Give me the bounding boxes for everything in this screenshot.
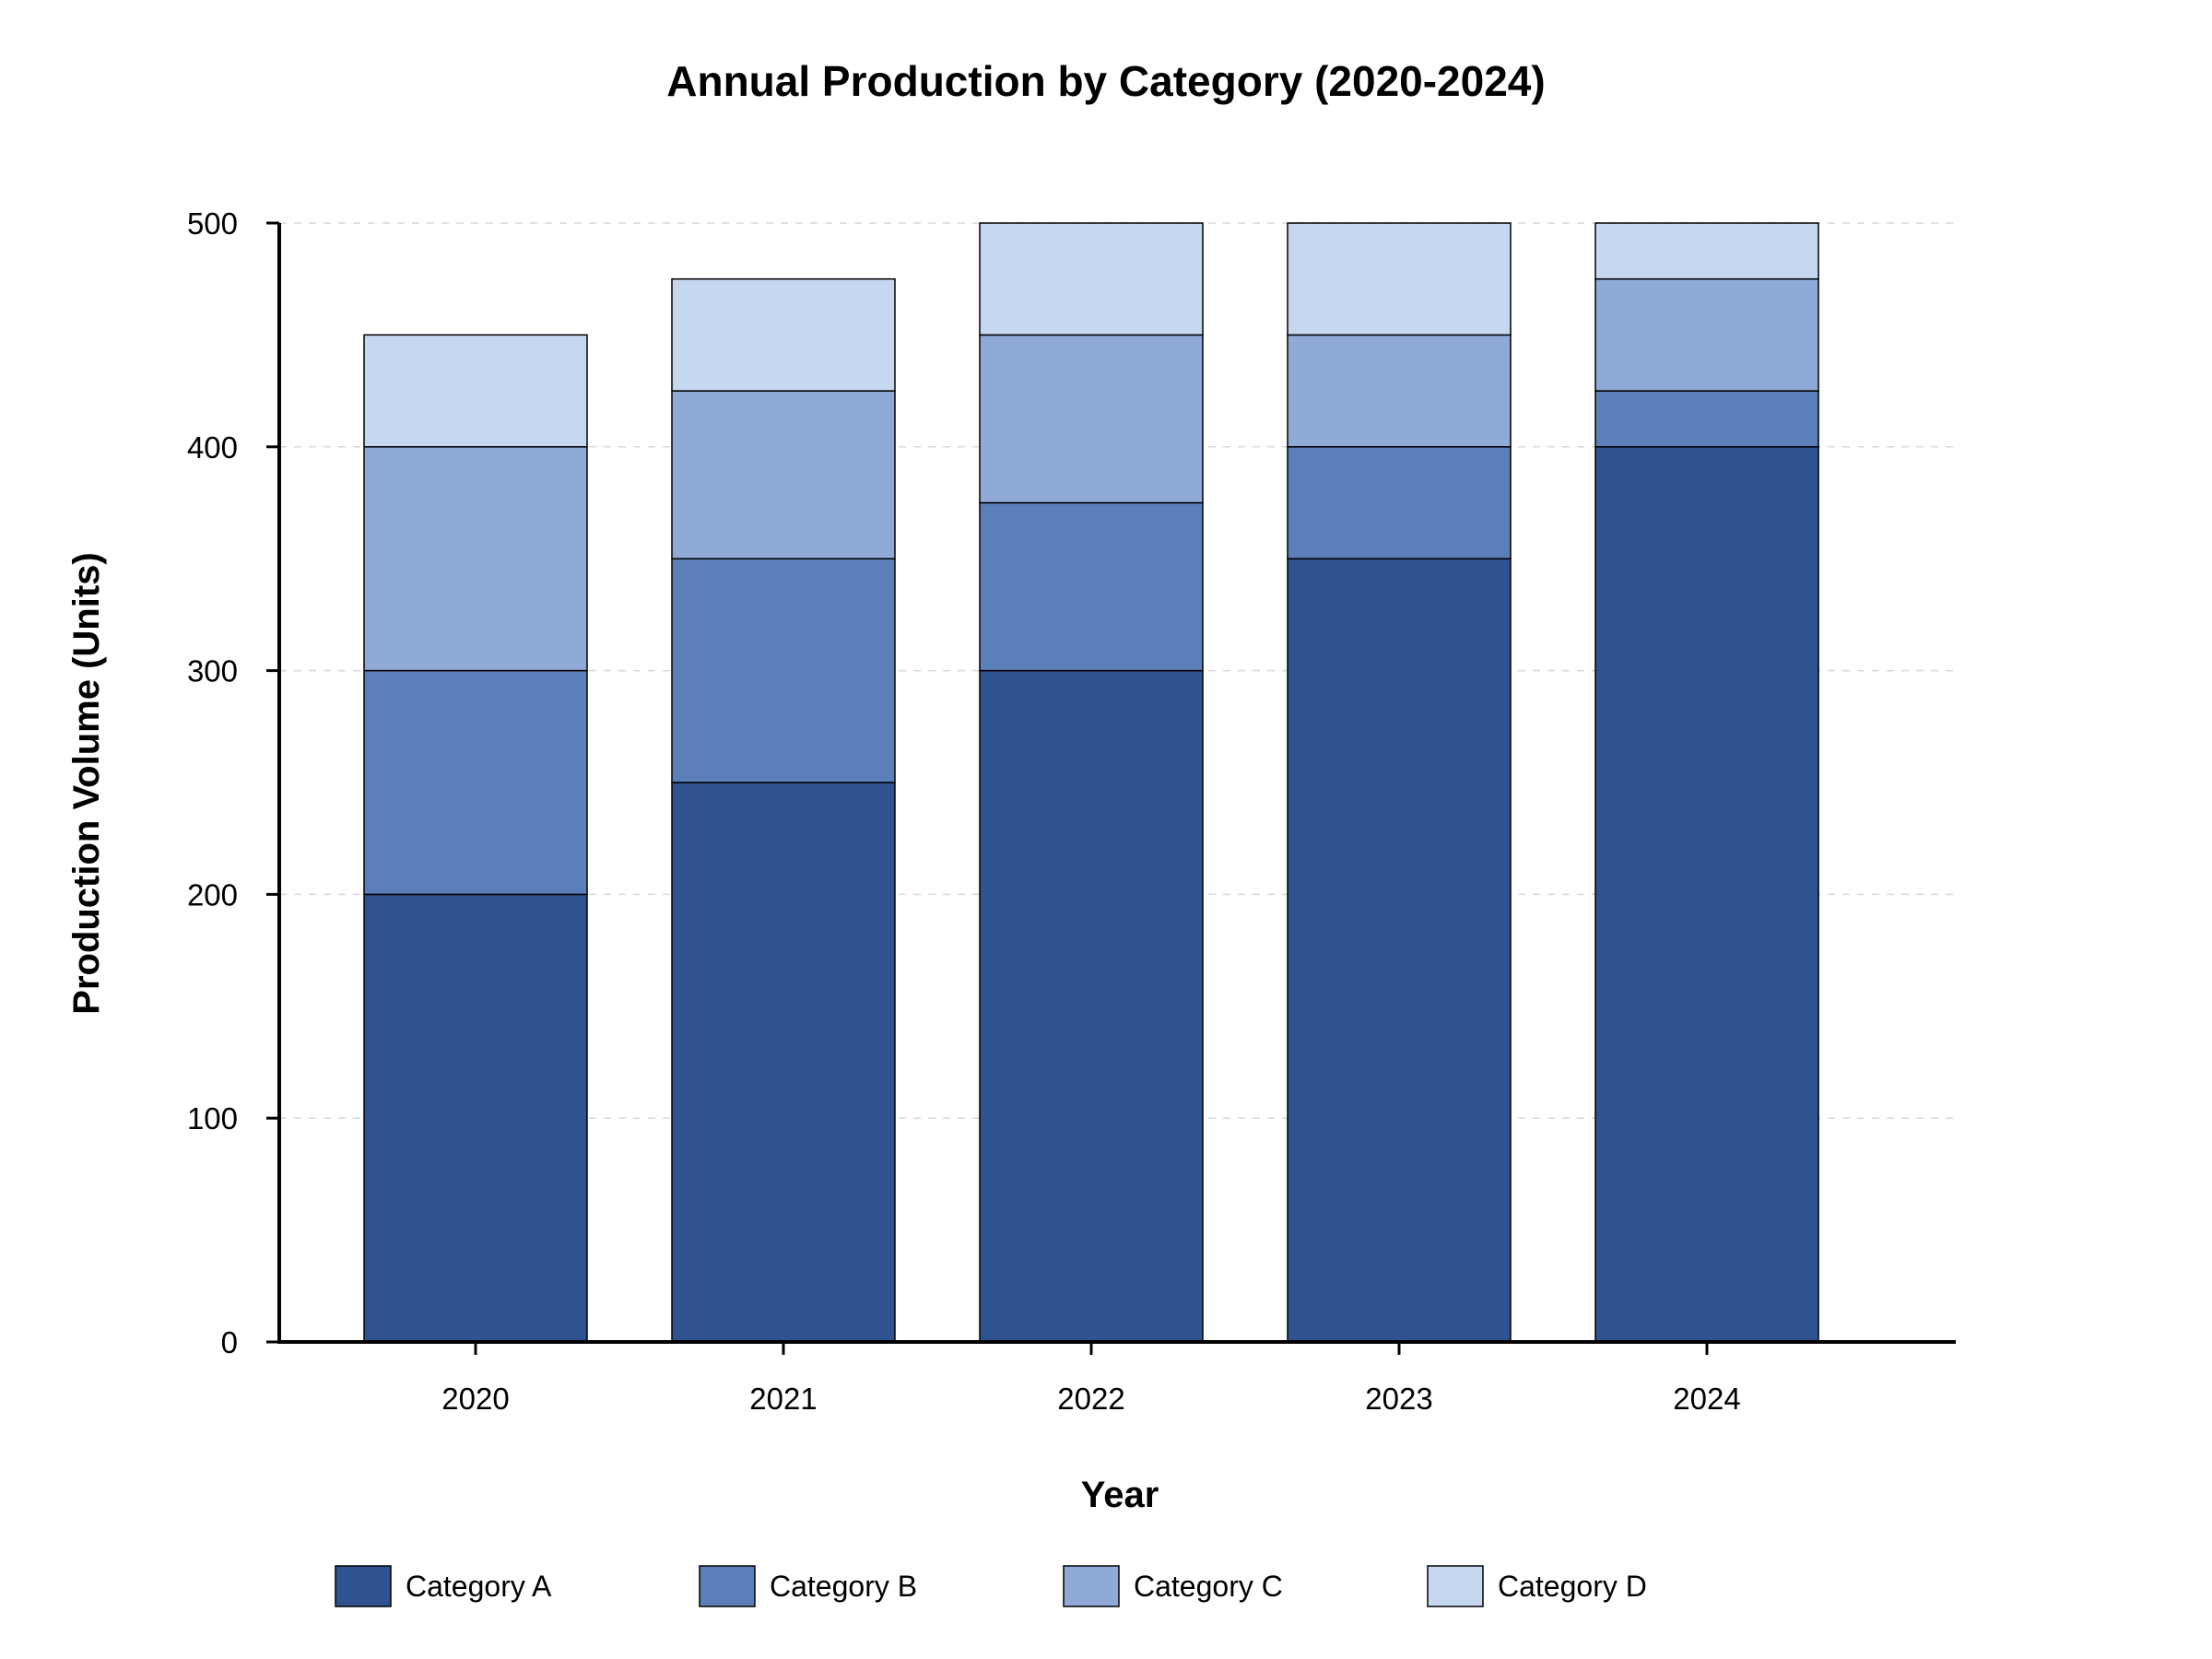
y-tick-label: 200 [187, 877, 238, 912]
bar-category-d-2020 [363, 334, 588, 448]
y-tick-label: 300 [187, 654, 238, 688]
legend: Category A Category B Category C Category D [335, 1565, 1647, 1607]
bar-category-a-2022 [979, 669, 1204, 1343]
x-tick-label: 2024 [1673, 1382, 1740, 1416]
y-tick-label: 500 [187, 206, 238, 241]
bar-category-a-2023 [1287, 558, 1512, 1343]
y-tick-label: 400 [187, 430, 238, 465]
bar-category-d-2022 [979, 222, 1204, 336]
bar-category-b-2024 [1594, 390, 1819, 448]
legend-label: Category C [1134, 1570, 1283, 1603]
bar-category-b-2022 [979, 501, 1204, 672]
x-tick-label: 2022 [1057, 1382, 1124, 1416]
y-tick-label: 100 [187, 1101, 238, 1135]
bar-category-a-2024 [1594, 446, 1819, 1343]
legend-label: Category D [1498, 1570, 1647, 1603]
y-tick-label: 0 [221, 1325, 238, 1359]
legend-label: Category A [406, 1570, 552, 1603]
x-axis-ticks: 2020 2021 2022 2023 2024 [441, 1342, 1741, 1416]
bar-category-a-2020 [363, 893, 588, 1343]
legend-swatch [335, 1565, 392, 1607]
x-tick-label: 2021 [749, 1382, 817, 1416]
legend-swatch [1427, 1565, 1484, 1607]
x-axis-label: Year [1081, 1475, 1159, 1515]
legend-item-category-d: Category D [1427, 1565, 1647, 1607]
bar-category-a-2021 [671, 782, 896, 1343]
bar-category-b-2023 [1287, 446, 1512, 559]
legend-label: Category B [770, 1570, 917, 1603]
legend-item-category-b: Category B [699, 1565, 917, 1607]
bar-category-c-2023 [1287, 334, 1512, 448]
bar-category-d-2024 [1594, 222, 1819, 280]
bar-category-c-2020 [363, 446, 588, 672]
bars [363, 222, 1819, 1343]
bar-category-d-2021 [671, 277, 896, 392]
chart-title: Annual Production by Category (2020-2024… [666, 57, 1545, 105]
axes [277, 223, 1956, 1344]
legend-item-category-a: Category A [335, 1565, 552, 1607]
bar-category-b-2021 [671, 558, 896, 783]
bar-category-c-2022 [979, 334, 1204, 504]
y-axis-label: Production Volume (Units) [66, 552, 107, 1014]
bar-category-c-2024 [1594, 277, 1819, 392]
bar-category-b-2020 [363, 669, 588, 896]
bar-category-c-2021 [671, 390, 896, 559]
legend-swatch [699, 1565, 756, 1607]
legend-swatch [1063, 1565, 1120, 1607]
y-axis-ticks: 0 100 200 300 400 500 [187, 206, 279, 1359]
x-tick-label: 2020 [441, 1382, 509, 1416]
bar-category-d-2023 [1287, 222, 1512, 336]
legend-item-category-c: Category C [1063, 1565, 1283, 1607]
x-tick-label: 2023 [1365, 1382, 1432, 1416]
